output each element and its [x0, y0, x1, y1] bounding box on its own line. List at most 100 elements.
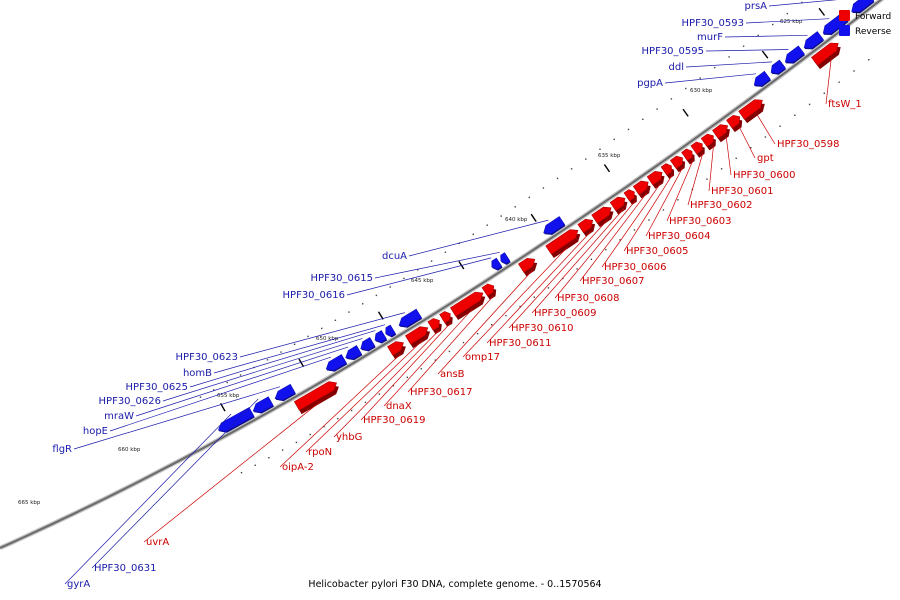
gene-arrow	[811, 42, 839, 66]
gene-mraW[interactable]	[345, 345, 363, 361]
gene-HPF30_0610[interactable]	[591, 206, 614, 228]
gene-prsA[interactable]	[851, 0, 875, 14]
gene-label-flgR[interactable]: flgR	[52, 444, 72, 455]
gene-HPF30_0607[interactable]	[632, 180, 651, 199]
gene-label-dcuA[interactable]: dcuA	[382, 251, 407, 262]
gene-label-omp17[interactable]: omp17	[465, 352, 500, 363]
minor-tick	[334, 319, 337, 321]
gene-HPF30_0606[interactable]	[646, 170, 665, 189]
gene-label-pgpA[interactable]: pgpA	[637, 78, 663, 89]
gene-label-HPF30_0595[interactable]: HPF30_0595	[642, 46, 704, 57]
gene-label-hopE[interactable]: hopE	[83, 426, 108, 437]
gene-homB[interactable]	[385, 324, 397, 338]
leader-line	[724, 34, 808, 38]
gene-label-HPF30_0606[interactable]: HPF30_0606	[604, 262, 666, 273]
minor-tick	[514, 206, 516, 208]
minor-tick	[633, 229, 636, 231]
gene-yhbG[interactable]	[427, 318, 442, 335]
gene-rpoN[interactable]	[404, 326, 431, 349]
gene-HPF30_0603[interactable]	[681, 148, 695, 165]
gene-arrow	[481, 283, 495, 297]
gene-HPF30_0626[interactable]	[360, 337, 376, 352]
gene-HPF30_0611[interactable]	[577, 218, 596, 237]
gene-label-gpt[interactable]: gpt	[757, 153, 774, 164]
gene-HPF30_0623[interactable]	[398, 308, 423, 328]
gene-arrow	[449, 291, 484, 317]
gene-omp17[interactable]	[545, 229, 581, 258]
gene-HPF30_0616[interactable]	[491, 257, 503, 271]
minor-tick	[505, 314, 507, 317]
gene-label-HPF30_0610[interactable]: HPF30_0610	[511, 323, 573, 334]
gene-label-HPF30_0617[interactable]: HPF30_0617	[410, 387, 472, 398]
gene-label-rpoN[interactable]: rpoN	[308, 447, 332, 458]
gene-label-HPF30_0608[interactable]: HPF30_0608	[557, 293, 619, 304]
minor-tick	[430, 260, 433, 262]
gene-label-HPF30_0616[interactable]: HPF30_0616	[283, 290, 345, 301]
gene-label-HPF30_0623[interactable]: HPF30_0623	[176, 352, 238, 363]
gene-flgR[interactable]	[274, 383, 296, 402]
minor-tick	[472, 233, 474, 235]
gene-label-ddl[interactable]: ddl	[669, 62, 684, 73]
gene-label-HPF30_0603[interactable]: HPF30_0603	[669, 216, 731, 227]
gene-HPF30_0598[interactable]	[738, 99, 765, 124]
gene-oipA-2[interactable]	[387, 341, 406, 359]
gene-pgpA[interactable]	[753, 70, 771, 87]
gene-label-gyrA[interactable]: gyrA	[67, 579, 90, 590]
label-leaders	[64, 0, 838, 585]
gene-label-HPF30_0600[interactable]: HPF30_0600	[733, 170, 795, 181]
gene-label-HPF30_0598[interactable]: HPF30_0598	[777, 139, 839, 150]
gene-label-HPF30_0602[interactable]: HPF30_0602	[690, 200, 752, 211]
gene-label-HPF30_0609[interactable]: HPF30_0609	[534, 308, 596, 319]
gene-label-uvrA[interactable]: uvrA	[146, 537, 169, 548]
gene-arrow	[345, 345, 363, 360]
gene-HPF30_0595[interactable]	[784, 45, 805, 64]
gene-label-HPF30_0611[interactable]: HPF30_0611	[489, 338, 551, 349]
gene-gpt[interactable]	[726, 114, 743, 133]
gene-HPF30_0631[interactable]	[252, 396, 274, 414]
gene-hopE[interactable]	[325, 354, 348, 372]
scale-ticks: 625 kbp 630 kbp 635 kbp 640 kbp 645 kbp 650 k…	[18, 1, 870, 506]
gene-HPF30_0602[interactable]	[690, 141, 705, 158]
gene-label-dnaX[interactable]: dnaX	[386, 401, 412, 412]
minor-tick	[750, 147, 752, 149]
gene-dnaX[interactable]	[449, 291, 486, 320]
gene-dcuA[interactable]	[543, 216, 566, 235]
major-tick	[377, 311, 384, 320]
gene-uvrA[interactable]	[293, 381, 339, 415]
gene-arrow	[325, 354, 347, 371]
gene-label-HPF30_0625[interactable]: HPF30_0625	[126, 382, 188, 393]
gene-label-HPF30_0593[interactable]: HPF30_0593	[682, 18, 744, 29]
gene-ansB[interactable]	[517, 257, 538, 277]
gene-label-HPF30_0607[interactable]: HPF30_0607	[582, 276, 644, 287]
gene-ftsW_1[interactable]	[811, 42, 841, 70]
minor-tick	[434, 359, 437, 361]
gene-ddl[interactable]	[770, 59, 786, 75]
gene-label-HPF30_0615[interactable]: HPF30_0615	[311, 273, 373, 284]
gene-HPF30_0601[interactable]	[700, 133, 716, 151]
gene-label-HPF30_0604[interactable]: HPF30_0604	[648, 231, 710, 242]
gene-label-prsA[interactable]: prsA	[744, 1, 767, 12]
gene-label-HPF30_0619[interactable]: HPF30_0619	[363, 415, 425, 426]
gene-HPF30_0600[interactable]	[712, 124, 731, 143]
gene-label-ansB[interactable]: ansB	[440, 369, 465, 380]
gene-label-yhbG[interactable]: yhbG	[336, 432, 362, 443]
leader-line	[73, 386, 281, 450]
gene-murF[interactable]	[803, 31, 824, 50]
gene-label-murF[interactable]: murF	[697, 32, 723, 43]
gene-HPF30_0609[interactable]	[609, 196, 628, 215]
leader-line	[664, 73, 757, 84]
minor-tick	[417, 269, 419, 271]
gene-label-HPF30_0626[interactable]: HPF30_0626	[99, 396, 161, 407]
gene-label-mraW[interactable]: mraW	[104, 411, 134, 422]
gene-label-ftsW_1[interactable]: ftsW_1	[828, 99, 862, 110]
tick-label: 625 kbp	[780, 19, 803, 25]
gene-label-HPF30_0601[interactable]: HPF30_0601	[711, 186, 773, 197]
gene-HPF30_0617[interactable]	[481, 283, 497, 300]
gene-HPF30_0615[interactable]	[500, 252, 511, 265]
minor-tick	[500, 215, 502, 217]
gene-label-oipA-2[interactable]: oipA-2	[282, 462, 314, 473]
gene-HPF30_0625[interactable]	[374, 330, 388, 344]
gene-label-homB[interactable]: homB	[183, 368, 212, 379]
gene-label-HPF30_0605[interactable]: HPF30_0605	[626, 246, 688, 257]
gene-label-HPF30_0631[interactable]: HPF30_0631	[94, 563, 156, 574]
